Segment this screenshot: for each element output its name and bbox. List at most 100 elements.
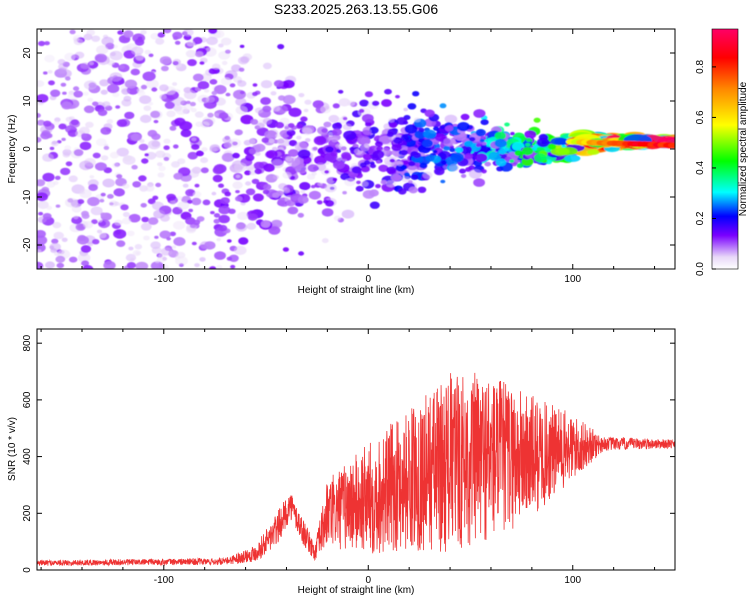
spectrogram-cell (247, 213, 258, 221)
spectrogram-cell (56, 262, 65, 269)
spectrogram-cell (69, 29, 76, 35)
spectrogram-cell (425, 154, 435, 162)
spectrogram-cell (173, 172, 183, 180)
spectrogram-cell (53, 120, 60, 126)
spectrogram-cell (403, 160, 410, 165)
spectrogram-cell (261, 137, 270, 143)
spectrogram-cell (150, 110, 161, 118)
snr-y-label: SNR (10 * v/v) (7, 417, 18, 481)
spectrogram-cell (192, 37, 203, 45)
spectrogram-cell (282, 247, 289, 252)
spectrogram-cell (268, 226, 281, 235)
spectrogram-cell (49, 146, 55, 151)
spectrogram-cell (473, 109, 486, 118)
spectrogram-cell (443, 145, 451, 151)
spectrogram-cell (479, 138, 485, 143)
spectrogram-cell (81, 260, 90, 267)
spectrogram-cell (154, 235, 159, 239)
spectrogram-cell (226, 239, 232, 243)
spectrogram-cell (87, 97, 94, 102)
spectrogram-cell (363, 143, 370, 148)
spectrogram-cell (297, 195, 309, 204)
spectrogram-cell (359, 162, 367, 168)
spectrogram-cell (126, 262, 136, 269)
spectrogram-cell (400, 149, 408, 156)
spectrogram-cell (187, 151, 198, 160)
spectrogram-cell (202, 116, 216, 126)
spectrogram-cell (115, 105, 121, 109)
spectrogram-cell (275, 121, 285, 129)
spectrogram-cell (265, 150, 278, 159)
spectrogram-cell (324, 183, 337, 193)
spectrogram-cell (439, 103, 447, 109)
spectrogram-cell (422, 171, 433, 179)
spectrogram-cell (192, 73, 204, 82)
spectrogram-cell (338, 98, 351, 107)
spectrogram-cell (42, 120, 52, 127)
spectrogram-cell (60, 82, 67, 87)
spectrogram-cell (147, 140, 161, 150)
spectrogram-cell (321, 128, 328, 133)
spectrogram-cell (252, 83, 258, 87)
spectrogram-cell (237, 79, 242, 84)
colorbar: 0.0 0.2 0.4 0.6 0.8 Normalized spectral ampl… (695, 28, 749, 276)
spectrogram-cell (121, 88, 130, 95)
spectrogram-cell (314, 155, 327, 165)
spectrogram-x-tick-label: 100 (564, 274, 581, 285)
spectrogram-cell (144, 153, 149, 157)
spectrogram-cell (57, 59, 66, 65)
spectrogram-cells (37, 29, 675, 310)
spectrogram-cell (375, 141, 383, 147)
spectrogram-cell (287, 157, 301, 167)
spectrogram-cell (253, 161, 265, 170)
spectrogram-cell (336, 149, 341, 153)
spectrogram-y-tick-label: 10 (22, 95, 33, 107)
spectrogram-cell (332, 177, 338, 182)
spectrogram-cell (173, 144, 179, 149)
spectrogram-cell (79, 141, 92, 151)
spectrogram-cell (158, 165, 166, 172)
spectrogram-cell (189, 223, 196, 229)
spectrogram-cell (216, 238, 221, 242)
spectrogram-cell (37, 192, 48, 202)
spectrogram-cell (91, 219, 98, 225)
spectrogram-cell (97, 218, 103, 223)
spectrogram-cell (260, 80, 273, 89)
snr-y-tick-label: 600 (22, 391, 33, 408)
spectrogram-cell (37, 249, 42, 253)
spectrogram-cell (465, 167, 472, 172)
spectrogram-cell (521, 147, 534, 156)
spectrogram-cell (191, 137, 197, 142)
spectrogram-cell (214, 251, 226, 260)
spectrogram-cell (138, 143, 149, 151)
spectrogram-cell (50, 89, 61, 97)
spectrogram-cell (408, 161, 416, 167)
spectrogram-cell (481, 141, 487, 146)
spectrogram-cell (67, 129, 78, 137)
spectrogram-cell (65, 161, 73, 167)
spectrogram-cell (340, 146, 347, 151)
spectrogram-cell (172, 58, 181, 65)
spectrogram-cell (342, 117, 348, 121)
spectrogram-cell (46, 205, 53, 210)
snr-x-label: Height of straight line (km) (298, 585, 415, 596)
spectrogram-cell (235, 174, 241, 179)
spectrogram-cell (44, 54, 55, 63)
spectrogram-cell (99, 198, 105, 203)
spectrogram-cell (321, 208, 334, 217)
spectrogram-cell (389, 158, 395, 163)
spectrogram-cell (182, 29, 194, 37)
spectrogram-cell (356, 180, 361, 185)
spectrogram-cell (139, 95, 152, 104)
spectrogram-cell (369, 201, 380, 209)
spectrogram-cell (157, 172, 165, 178)
spectrogram-x-tick-label: -100 (154, 274, 174, 285)
spectrogram-cell (216, 264, 223, 269)
spectrogram-cell (147, 198, 156, 205)
spectrogram-cell (103, 260, 116, 269)
spectrogram-cell (388, 121, 398, 128)
spectrogram-cell (240, 114, 254, 125)
spectrogram-cell (235, 223, 248, 232)
spectrogram-cell (254, 307, 259, 310)
